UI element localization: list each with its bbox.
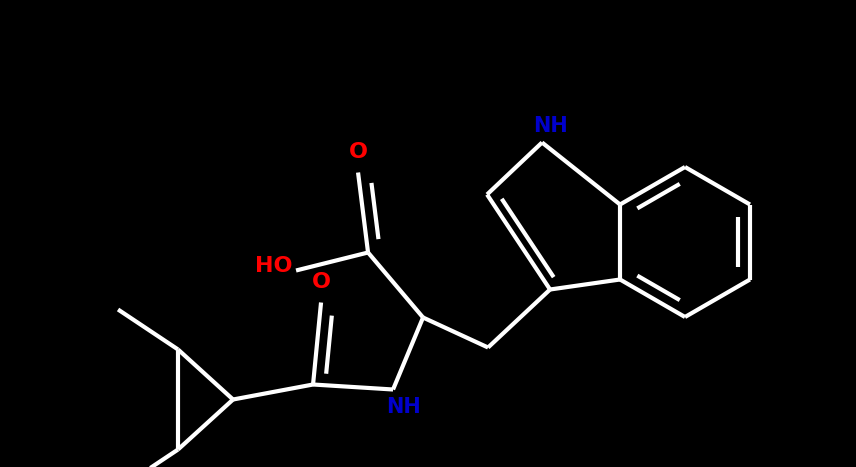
Text: NH: NH	[386, 397, 420, 417]
Text: HO: HO	[255, 255, 293, 276]
Text: O: O	[348, 142, 367, 163]
Text: O: O	[312, 273, 330, 292]
Text: NH: NH	[532, 115, 568, 135]
